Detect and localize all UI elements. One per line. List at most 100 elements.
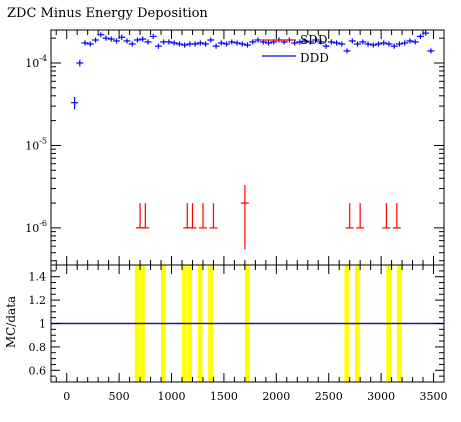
top-axis-ticks	[51, 30, 445, 265]
ddd-point	[333, 40, 341, 46]
ddd-point	[212, 43, 220, 49]
sdd-point	[356, 203, 365, 229]
ddd-point	[254, 37, 262, 43]
ddd-point	[71, 96, 79, 110]
ratio-y-tick-label: 0.6	[29, 364, 47, 377]
ddd-point	[291, 40, 299, 46]
ddd-point	[327, 39, 335, 45]
ddd-point	[244, 42, 251, 48]
ratio-ylabel: MC/data	[4, 296, 18, 348]
ddd-point	[348, 38, 356, 44]
ddd-point	[406, 38, 414, 44]
ddd-point	[97, 32, 105, 38]
ddd-point	[118, 34, 126, 40]
ddd-point	[102, 35, 110, 41]
sdd-point	[209, 203, 218, 229]
x-tick-labels: 0 500 1000 1500 2000 2500 3000 3500	[63, 390, 447, 403]
top-panel: 10-6 10-5 10-4 SDD DDD	[25, 29, 445, 266]
sdd-point	[240, 185, 249, 250]
ddd-point	[306, 39, 314, 45]
ddd-point	[359, 39, 367, 45]
ddd-point	[411, 39, 419, 45]
legend-ddd-label: DDD	[300, 51, 329, 65]
ratio-y-tick-labels: 0.6 0.8 1 1.2 1.4	[29, 271, 47, 378]
ddd-point	[223, 41, 231, 47]
ddd-point	[144, 39, 152, 45]
ddd-point	[385, 41, 393, 47]
ratio-y-tick-label: 1	[39, 318, 46, 331]
ddd-point	[312, 37, 320, 43]
ddd-point	[401, 40, 409, 46]
ddd-point	[123, 38, 131, 44]
ddd-point	[86, 41, 94, 47]
ddd-point	[296, 39, 304, 45]
legend: SDD DDD	[262, 33, 329, 65]
sdd-point	[183, 203, 192, 229]
top-y-tick-label: 10-4	[25, 54, 47, 70]
x-tick-label: 3000	[367, 390, 395, 403]
ddd-point	[165, 39, 173, 45]
ratio-y-tick-label: 1.4	[29, 271, 47, 284]
ddd-point	[76, 59, 84, 67]
ddd-point	[149, 33, 157, 40]
ddd-point	[92, 37, 100, 43]
ratio-panel: 0.6 0.8 1 1.2 1.4 MC/data	[4, 264, 445, 383]
ddd-point	[301, 38, 309, 44]
x-tick-label: 1000	[158, 390, 186, 403]
x-tick-label: 0	[63, 390, 70, 403]
ddd-point	[380, 40, 388, 46]
sdd-point	[141, 203, 150, 229]
sdd-point	[392, 203, 401, 229]
ddd-point	[113, 38, 120, 44]
ddd-point	[338, 41, 346, 47]
ddd-point	[427, 48, 435, 54]
ddd-point	[107, 36, 115, 42]
ddd-point	[202, 41, 210, 47]
ddd-point	[390, 43, 398, 49]
sdd-point	[382, 203, 391, 229]
ddd-point	[416, 33, 424, 40]
ddd-point	[317, 39, 325, 45]
ddd-point	[196, 40, 204, 46]
x-tick-label: 500	[109, 390, 130, 403]
ddd-point	[395, 41, 403, 47]
chart-title: ZDC Minus Energy Deposition	[7, 6, 208, 21]
ddd-point	[154, 43, 162, 49]
ddd-point	[233, 40, 241, 46]
ddd-point	[354, 41, 362, 47]
ddd-point	[170, 40, 178, 46]
top-y-tick-label: 10-6	[25, 219, 47, 235]
ddd-point	[364, 41, 372, 47]
top-y-tick-labels: 10-6 10-5 10-4	[25, 54, 47, 235]
ddd-point	[133, 37, 141, 43]
sdd-point	[198, 203, 207, 229]
legend-sdd-label: SDD	[300, 33, 327, 47]
ddd-point	[175, 41, 183, 47]
ddd-point	[249, 39, 257, 45]
ratio-axis-ticks	[51, 264, 445, 383]
sdd-point	[136, 203, 145, 229]
ddd-point	[264, 40, 272, 46]
sdd-series	[136, 185, 401, 250]
ddd-point	[228, 39, 236, 45]
x-tick-label: 2500	[315, 390, 343, 403]
sdd-point	[345, 203, 354, 229]
ddd-point	[128, 41, 136, 47]
x-tick-label: 3500	[420, 390, 448, 403]
ddd-point	[191, 41, 199, 47]
ddd-point	[375, 41, 382, 47]
top-frame	[50, 29, 445, 266]
ddd-point	[139, 36, 147, 42]
ddd-point	[369, 42, 377, 48]
ddd-series	[71, 30, 435, 110]
ddd-point	[343, 48, 351, 54]
ddd-point	[322, 43, 330, 49]
x-tick-label: 2000	[262, 390, 290, 403]
top-y-tick-label: 10-5	[25, 136, 47, 152]
ddd-point	[81, 40, 89, 46]
ddd-point	[238, 41, 246, 47]
sdd-point	[188, 203, 197, 229]
x-tick-label: 1500	[210, 390, 238, 403]
ratio-y-tick-label: 1.2	[29, 294, 47, 307]
ddd-point	[207, 37, 215, 43]
